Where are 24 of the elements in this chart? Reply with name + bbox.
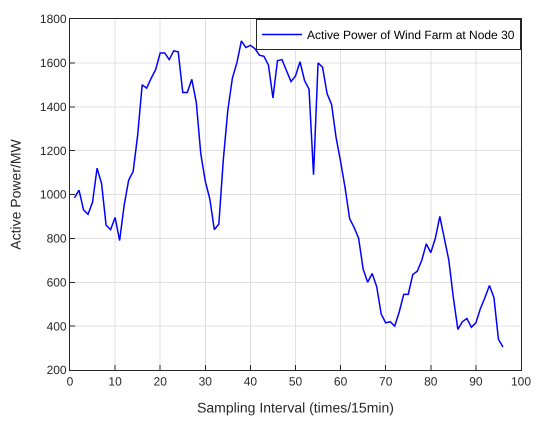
legend-label: Active Power of Wind Farm at Node 30: [307, 28, 515, 42]
x-tick-label: 50: [288, 374, 302, 388]
y-tick-label: 1200: [40, 144, 67, 158]
x-tick-label: 20: [154, 374, 168, 388]
x-tick-label: 30: [198, 374, 212, 388]
x-tick-label: 100: [510, 374, 532, 388]
y-tick-label: 1000: [40, 188, 67, 202]
x-tick-label: 90: [469, 374, 483, 388]
y-tick-label: 200: [46, 363, 67, 378]
y-tick-label: 1600: [40, 56, 67, 70]
y-tick-label: 600: [46, 275, 67, 290]
y-tick-label: 800: [46, 232, 67, 246]
x-tick-label: 70: [379, 374, 393, 388]
y-tick-label: 400: [46, 319, 67, 334]
x-tick-label: 0: [66, 374, 74, 388]
x-tick-label: 40: [244, 374, 258, 388]
y-tick-label: 1800: [40, 12, 67, 26]
x-tick-label: 80: [424, 374, 438, 388]
x-tick-label: 10: [108, 374, 122, 388]
line-series: [74, 40, 504, 348]
y-axis-title: Active Power/MW: [7, 138, 24, 250]
y-tick-label: 1400: [40, 100, 67, 114]
x-axis-title: Sampling Interval (times/15min): [197, 400, 394, 416]
x-tick-label: 60: [334, 374, 348, 388]
